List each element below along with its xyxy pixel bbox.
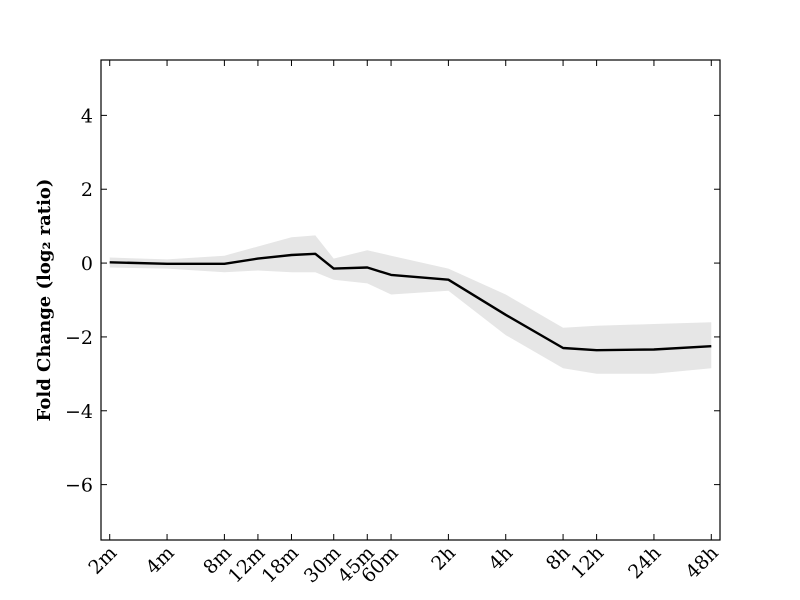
x-tick-label: 2m [84, 542, 121, 579]
x-tick-label: 2h [427, 542, 460, 575]
y-tick-label: 2 [81, 179, 93, 201]
series-line-layer [109, 252, 712, 352]
x-tick-label: 12h [567, 542, 608, 583]
y-tick-label: −6 [65, 475, 93, 497]
x-tick-label: 48h [682, 542, 723, 583]
x-tick-label: 30m [300, 542, 345, 587]
y-tick-label: 0 [81, 253, 93, 275]
confidence-band [109, 235, 712, 374]
x-tick-label: 18m [258, 542, 303, 587]
y-tick-label: −2 [65, 327, 93, 349]
y-axis-label: Fold Change (log₂ ratio) [34, 179, 55, 422]
y-tick-label: −4 [65, 401, 93, 423]
x-tick-label: 4m [142, 542, 179, 579]
x-tick-label: 4h [484, 542, 517, 575]
x-tick-label: 12m [224, 542, 269, 587]
x-tick-label: 24h [624, 542, 665, 583]
y-axis: 4 2 0 −2 −4 −6 [65, 105, 720, 497]
plot-frame [100, 59, 721, 541]
series-line [109, 252, 712, 352]
confidence-band-layer [109, 235, 712, 374]
y-tick-label: 4 [81, 105, 93, 127]
